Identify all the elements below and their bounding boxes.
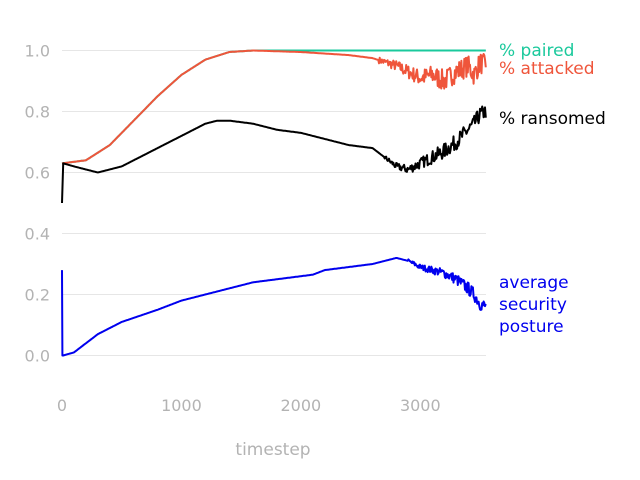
y-tick-label: 0.6 [25, 164, 50, 183]
series-label-average-security-posture: average [499, 273, 569, 293]
series-line-paired [61, 49, 486, 165]
x-tick-label: 0 [57, 396, 67, 415]
series-label-attacked: % attacked [499, 59, 595, 79]
y-tick-label: 0.8 [25, 103, 50, 122]
x-axis-title: timestep [235, 440, 310, 460]
series-line-attacked [61, 49, 487, 165]
series-label-paired: % paired [499, 41, 574, 61]
x-tick-labels: 0 1000 2000 3000 [57, 396, 441, 415]
x-tick-label: 3000 [400, 396, 441, 415]
y-tick-label: 1.0 [25, 42, 50, 61]
series-label-average-security-posture: posture [499, 317, 564, 337]
series-lines [61, 49, 487, 357]
x-tick-label: 1000 [161, 396, 202, 415]
y-tick-labels: 0.0 0.2 0.4 0.6 0.8 1.0 [25, 42, 50, 366]
y-tick-label: 0.0 [25, 347, 50, 366]
series-label-average-security-posture: security [499, 295, 567, 315]
series-line-ransomed [61, 105, 487, 204]
y-tick-label: 0.2 [25, 286, 50, 305]
y-tick-label: 0.4 [25, 225, 50, 244]
grid-lines [62, 50, 486, 356]
series-label-ransomed: % ransomed [499, 109, 606, 129]
series-labels: % paired% attacked % ransomed averagesecur… [499, 41, 606, 337]
x-tick-label: 2000 [281, 396, 322, 415]
series-line-average-security-posture [61, 257, 487, 357]
